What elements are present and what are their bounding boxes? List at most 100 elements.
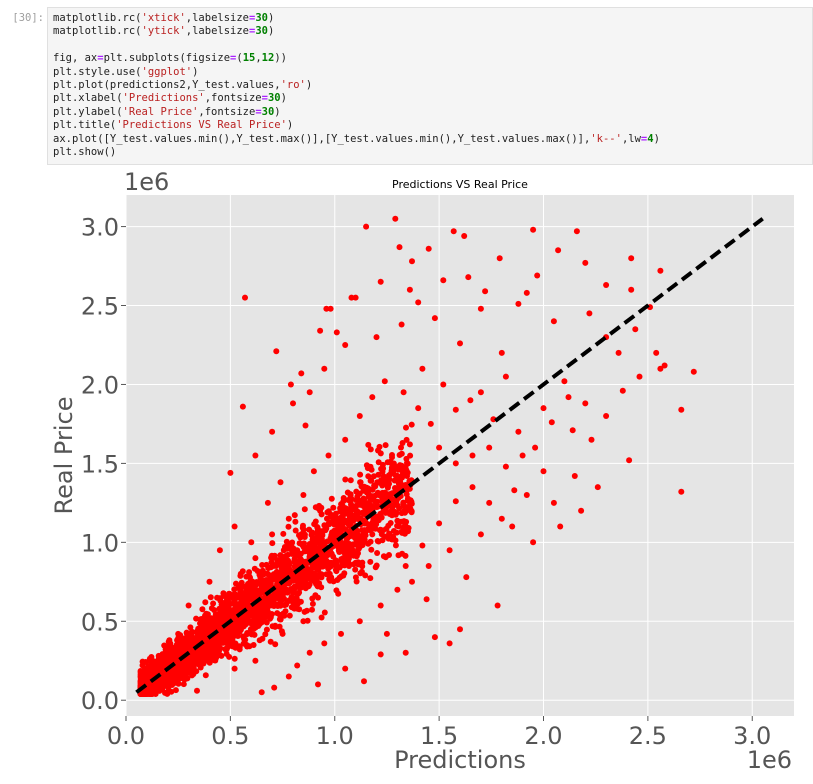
scatter-point [540, 405, 547, 412]
scatter-point [303, 561, 309, 568]
scatter-chart: 0.0 0.5 1.0 1.5 2.0 2.5 3.0 0.0 0.5 1.0 1.5 2.0 2.5 3… [50, 168, 794, 774]
scatter-point [367, 558, 374, 565]
scatter-point [467, 397, 474, 404]
scatter-point [452, 498, 459, 505]
scatter-point [345, 560, 352, 567]
x-tick-label: 0.5 [211, 722, 249, 750]
scatter-point [281, 587, 288, 594]
code-line: plt.plot(predictions2,Y_test.values,'ro'… [53, 79, 660, 92]
scatter-point [319, 563, 326, 570]
scatter-point [213, 613, 220, 620]
scatter-point [330, 516, 337, 522]
scatter-point [308, 531, 315, 538]
scatter-point [223, 634, 230, 641]
scatter-point [270, 571, 277, 578]
scatter-point [320, 540, 327, 547]
scatter-point [394, 502, 401, 509]
code-line: fig, ax=plt.subplots(figsize=(15,12)) [53, 52, 660, 65]
scatter-point [363, 462, 370, 469]
grid-lines [125, 195, 794, 716]
scatter-point [214, 594, 221, 601]
scatter-point [318, 546, 324, 552]
scatter-point [519, 452, 526, 459]
code-token: = [230, 52, 237, 65]
scatter-point [149, 687, 156, 694]
scatter-points [137, 215, 697, 697]
scatter-point [490, 416, 497, 423]
scatter-point [406, 286, 413, 293]
scatter-point [188, 634, 194, 641]
scatter-point [269, 623, 276, 630]
y-tick-label: 3.0 [81, 214, 119, 242]
scatter-point [200, 660, 207, 667]
scatter-point [262, 631, 269, 638]
scatter-point [461, 233, 468, 239]
scatter-point [408, 421, 415, 428]
scatter-point [207, 594, 214, 601]
scatter-point [391, 477, 398, 484]
scatter-point [175, 630, 182, 637]
scatter-point [297, 584, 304, 591]
scatter-point [210, 600, 217, 607]
scatter-point [253, 579, 260, 586]
code-editor[interactable]: matplotlib.rc('xtick',labelsize=30) matpl… [53, 12, 660, 159]
scatter-point [382, 489, 389, 496]
scatter-point [252, 657, 259, 664]
scatter-point [258, 689, 265, 696]
scatter-point [379, 468, 386, 475]
scatter-point [296, 589, 303, 596]
scatter-point [161, 676, 168, 682]
scatter-point [523, 492, 530, 498]
scatter-point [402, 649, 409, 656]
scatter-point [242, 294, 248, 301]
scatter-point [290, 400, 296, 407]
scatter-point [342, 540, 349, 547]
scatter-point [251, 631, 258, 638]
scatter-point [348, 496, 355, 502]
code-cell[interactable]: matplotlib.rc('xtick',labelsize=30) matpl… [47, 7, 813, 165]
scatter-point [177, 660, 184, 667]
scatter-point [321, 526, 328, 533]
scatter-point [362, 532, 369, 539]
x-tick-label: 1.5 [420, 722, 458, 750]
scatter-point [268, 559, 275, 566]
scatter-point [220, 600, 227, 607]
scatter-point [356, 515, 363, 522]
code-token: ( [236, 52, 243, 65]
scatter-point [385, 522, 392, 529]
scatter-point [266, 597, 273, 604]
scatter-point [632, 326, 639, 333]
scatter-point [415, 299, 422, 306]
scatter-point [290, 586, 296, 593]
scatter-point [398, 444, 404, 451]
scatter-point [248, 539, 255, 546]
scatter-point [419, 542, 426, 549]
scatter-point [377, 278, 384, 285]
scatter-point [315, 681, 321, 688]
scatter-point [296, 560, 303, 567]
scatter-point [316, 558, 323, 565]
scatter-point [382, 509, 389, 516]
scatter-point [259, 562, 266, 568]
code-token: 'Real Price' [122, 105, 199, 118]
scatter-point [292, 527, 299, 534]
scatter-point [267, 615, 273, 622]
scatter-point [310, 468, 317, 475]
scatter-point [226, 653, 233, 660]
scatter-point [194, 657, 201, 664]
scatter-point [452, 460, 459, 467]
code-line: plt.ylabel('Real Price',fontsize=30) [53, 106, 660, 119]
scatter-point [358, 483, 365, 490]
x-axis-label: Predictions [394, 746, 526, 774]
code-token: ) [653, 132, 660, 145]
chart-title: Predictions VS Real Price [392, 178, 528, 191]
scatter-point [657, 267, 664, 274]
scatter-point [174, 676, 180, 683]
scatter-point [211, 607, 218, 613]
scatter-point [338, 630, 344, 637]
scatter-point [181, 642, 188, 648]
scatter-point [300, 618, 307, 625]
scatter-point [367, 446, 374, 453]
scatter-point [619, 387, 626, 394]
scatter-point [359, 559, 366, 566]
